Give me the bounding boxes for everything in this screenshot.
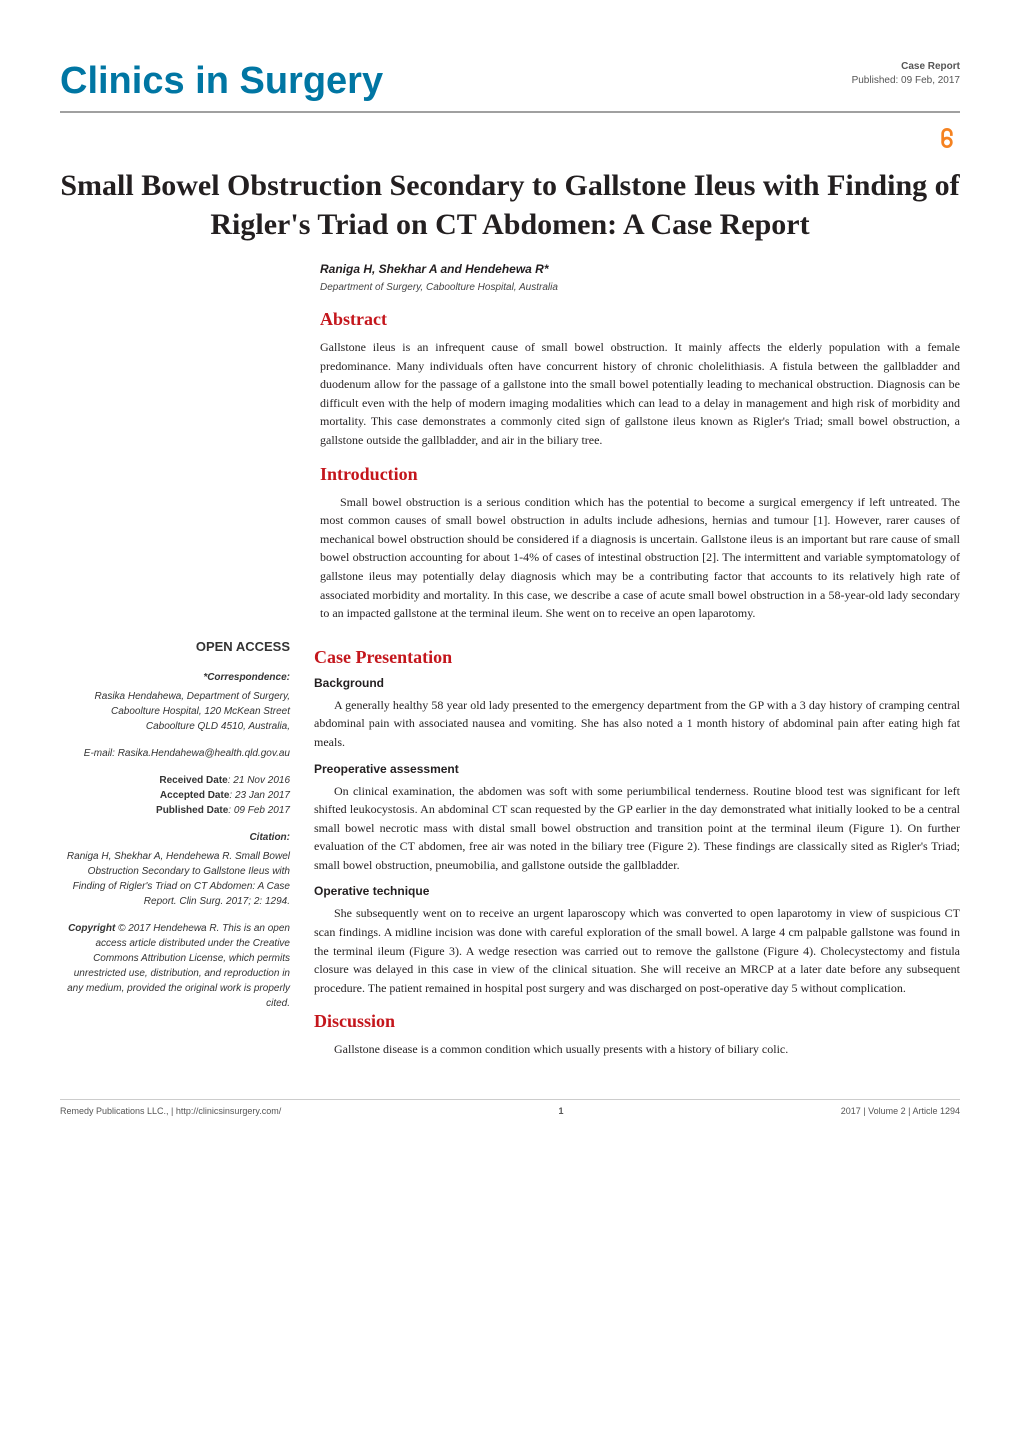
introduction-heading: Introduction: [320, 464, 960, 485]
journal-name: Clinics in Surgery: [60, 60, 383, 103]
copyright-label: Copyright: [68, 923, 115, 934]
article-title: Small Bowel Obstruction Secondary to Gal…: [60, 166, 960, 244]
preop-text: On clinical examination, the abdomen was…: [314, 782, 960, 875]
dates-block: Received Date: 21 Nov 2016 Accepted Date…: [60, 773, 290, 818]
received-label: Received Date: [159, 775, 227, 786]
operative-text: She subsequently went on to receive an u…: [314, 904, 960, 997]
open-access-label: OPEN ACCESS: [60, 637, 290, 657]
citation-block: Raniga H, Shekhar A, Hendehewa R. Small …: [60, 849, 290, 909]
operative-heading: Operative technique: [314, 884, 960, 898]
two-column-layout: OPEN ACCESS *Correspondence: Rasika Hend…: [60, 633, 960, 1069]
preop-heading: Preoperative assessment: [314, 762, 960, 776]
correspondence-block: Rasika Hendahewa, Department of Surgery,…: [60, 689, 290, 734]
main-content: Case Presentation Background A generally…: [314, 633, 960, 1069]
received-date: : 21 Nov 2016: [228, 775, 290, 786]
copyright-block: Copyright © 2017 Hendehewa R. This is an…: [60, 921, 290, 1011]
accepted-date: : 23 Jan 2017: [229, 790, 290, 801]
email-block: E-mail: Rasika.Hendahewa@health.qld.gov.…: [60, 746, 290, 761]
sidebar: OPEN ACCESS *Correspondence: Rasika Hend…: [60, 633, 290, 1069]
footer-right: 2017 | Volume 2 | Article 1294: [841, 1106, 960, 1116]
correspondence-label: *Correspondence:: [60, 670, 290, 685]
email-text: E-mail: Rasika.Hendahewa@health.qld.gov.…: [84, 748, 290, 759]
background-heading: Background: [314, 676, 960, 690]
article-type: Case Report: [852, 60, 960, 74]
footer: Remedy Publications LLC., | http://clini…: [60, 1099, 960, 1116]
affiliation: Department of Surgery, Caboolture Hospit…: [320, 282, 960, 293]
published-label: Published Date: [156, 805, 228, 816]
header-meta: Case Report Published: 09 Feb, 2017: [852, 60, 960, 88]
abstract-text: Gallstone ileus is an infrequent cause o…: [320, 338, 960, 450]
open-access-icon: [60, 125, 960, 156]
footer-page-number: 1: [558, 1106, 563, 1116]
footer-left: Remedy Publications LLC., | http://clini…: [60, 1106, 281, 1116]
discussion-text: Gallstone disease is a common condition …: [314, 1040, 960, 1059]
header: Clinics in Surgery Case Report Published…: [60, 60, 960, 113]
abstract-heading: Abstract: [320, 309, 960, 330]
upper-content: Abstract Gallstone ileus is an infrequen…: [320, 309, 960, 623]
citation-text: Raniga H, Shekhar A, Hendehewa R. Small …: [67, 851, 290, 907]
published-date-side: : 09 Feb 2017: [228, 805, 290, 816]
authors: Raniga H, Shekhar A and Hendehewa R*: [320, 262, 960, 276]
accepted-label: Accepted Date: [160, 790, 229, 801]
discussion-heading: Discussion: [314, 1011, 960, 1032]
published-date: Published: 09 Feb, 2017: [852, 74, 960, 88]
correspondence-text: Rasika Hendahewa, Department of Surgery,…: [95, 691, 290, 732]
copyright-text: © 2017 Hendehewa R. This is an open acce…: [67, 923, 290, 1009]
case-presentation-heading: Case Presentation: [314, 647, 960, 668]
background-text: A generally healthy 58 year old lady pre…: [314, 696, 960, 752]
citation-label: Citation:: [60, 830, 290, 845]
introduction-text: Small bowel obstruction is a serious con…: [320, 493, 960, 623]
